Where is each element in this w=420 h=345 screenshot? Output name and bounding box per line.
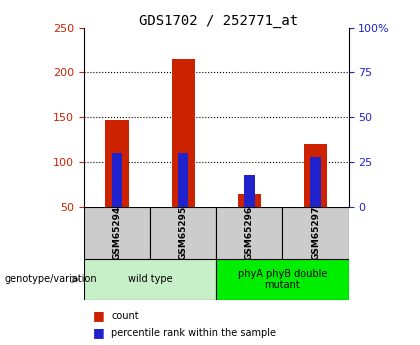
Bar: [84, 259, 216, 300]
Bar: [172, 59, 195, 207]
Text: genotype/variation: genotype/variation: [4, 275, 97, 284]
Text: percentile rank within the sample: percentile rank within the sample: [111, 328, 276, 338]
Text: wild type: wild type: [128, 275, 173, 284]
Bar: [216, 207, 283, 259]
Text: GSM65296: GSM65296: [245, 206, 254, 260]
Bar: [178, 153, 189, 207]
Text: count: count: [111, 311, 139, 321]
Bar: [84, 207, 150, 259]
Text: GSM65295: GSM65295: [179, 206, 188, 260]
Text: ■: ■: [92, 309, 104, 322]
Bar: [244, 175, 255, 207]
Bar: [283, 207, 349, 259]
Bar: [216, 259, 349, 300]
Text: ■: ■: [92, 326, 104, 339]
Bar: [310, 157, 321, 207]
Text: phyA phyB double
mutant: phyA phyB double mutant: [238, 269, 327, 290]
Text: GDS1702 / 252771_at: GDS1702 / 252771_at: [139, 14, 298, 28]
Bar: [304, 144, 327, 207]
Bar: [150, 207, 216, 259]
Bar: [112, 153, 122, 207]
Bar: [238, 194, 261, 207]
Text: GSM65294: GSM65294: [113, 206, 121, 260]
Bar: [105, 120, 129, 207]
Text: GSM65297: GSM65297: [311, 206, 320, 260]
